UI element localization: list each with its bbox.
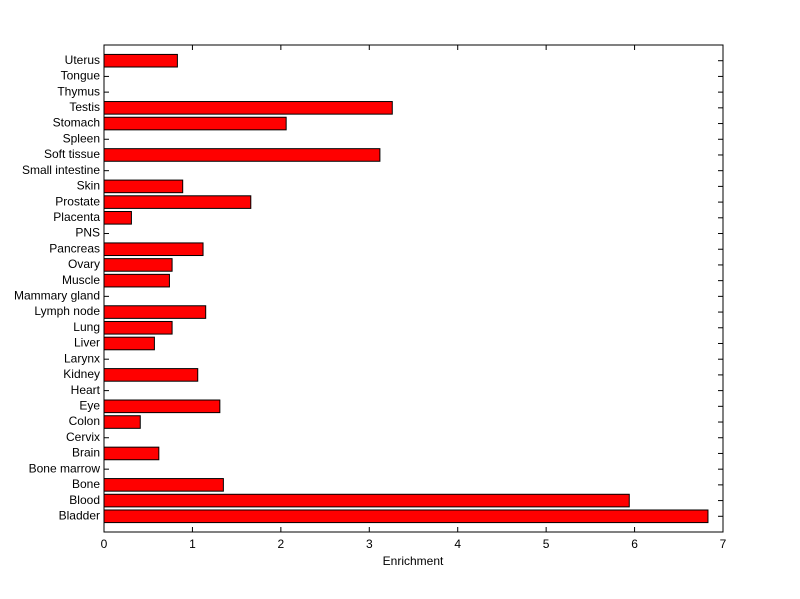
y-tick-label: Placenta: [53, 210, 100, 224]
y-tick-label: Uterus: [65, 53, 100, 67]
bar: [103, 179, 184, 194]
bar: [103, 53, 178, 68]
y-tick-label: Cervix: [66, 430, 100, 444]
y-tick-label: Prostate: [55, 194, 100, 208]
y-tick-label: Muscle: [62, 273, 100, 287]
y-tick-label: Mammary gland: [14, 289, 100, 303]
y-tick-label: Thymus: [57, 84, 100, 98]
bar: [103, 415, 141, 429]
bar: [103, 101, 393, 115]
y-tick-label: Blood: [69, 493, 100, 507]
y-tick-label: Small intestine: [22, 163, 100, 177]
x-axis-label: Enrichment: [383, 554, 444, 568]
bar: [103, 478, 224, 492]
y-tick-label: Ovary: [68, 257, 100, 271]
y-tick-label: Eye: [79, 398, 100, 412]
y-tick-label: Soft tissue: [44, 147, 100, 161]
bar: [103, 509, 709, 524]
y-tick-label: Larynx: [64, 351, 100, 365]
x-tick-label: 3: [366, 537, 373, 551]
bar: [103, 195, 252, 209]
x-tick-label: 6: [631, 537, 638, 551]
y-tick-label: Spleen: [63, 131, 100, 145]
x-tick-label: 5: [543, 537, 550, 551]
bar: [103, 116, 287, 131]
x-tick-label: 7: [720, 537, 727, 551]
y-tick-label: Bone: [72, 477, 100, 491]
bar: [103, 273, 170, 288]
y-tick-label: Testis: [69, 100, 100, 114]
bar: [103, 368, 199, 382]
bar: [103, 493, 630, 508]
bar: [103, 258, 173, 272]
y-tick-label: Lymph node: [34, 304, 100, 318]
y-tick-label: Colon: [69, 414, 100, 428]
x-tick-label: 1: [189, 537, 196, 551]
y-tick-label: Liver: [74, 336, 100, 350]
y-tick-label: Skin: [77, 179, 100, 193]
bar: [103, 320, 173, 335]
bar: [103, 336, 155, 351]
bar: [103, 399, 221, 414]
x-tick-label: 0: [101, 537, 108, 551]
y-tick-label: Bladder: [59, 508, 100, 522]
bar: [103, 211, 132, 225]
y-tick-label: Stomach: [53, 116, 100, 130]
y-tick-label: Brain: [72, 446, 100, 460]
y-tick-label: PNS: [75, 226, 100, 240]
x-tick-label: 4: [454, 537, 461, 551]
y-tick-label: Lung: [73, 320, 100, 334]
x-tick-label: 2: [278, 537, 285, 551]
bar: [103, 148, 381, 162]
y-tick-label: Bone marrow: [29, 461, 101, 475]
y-tick-label: Tongue: [61, 69, 101, 83]
bar: [103, 446, 160, 461]
bar: [103, 242, 204, 257]
y-tick-label: Kidney: [63, 367, 100, 381]
y-tick-label: Heart: [71, 383, 101, 397]
y-tick-label: Pancreas: [49, 241, 100, 255]
bar: [103, 305, 207, 319]
